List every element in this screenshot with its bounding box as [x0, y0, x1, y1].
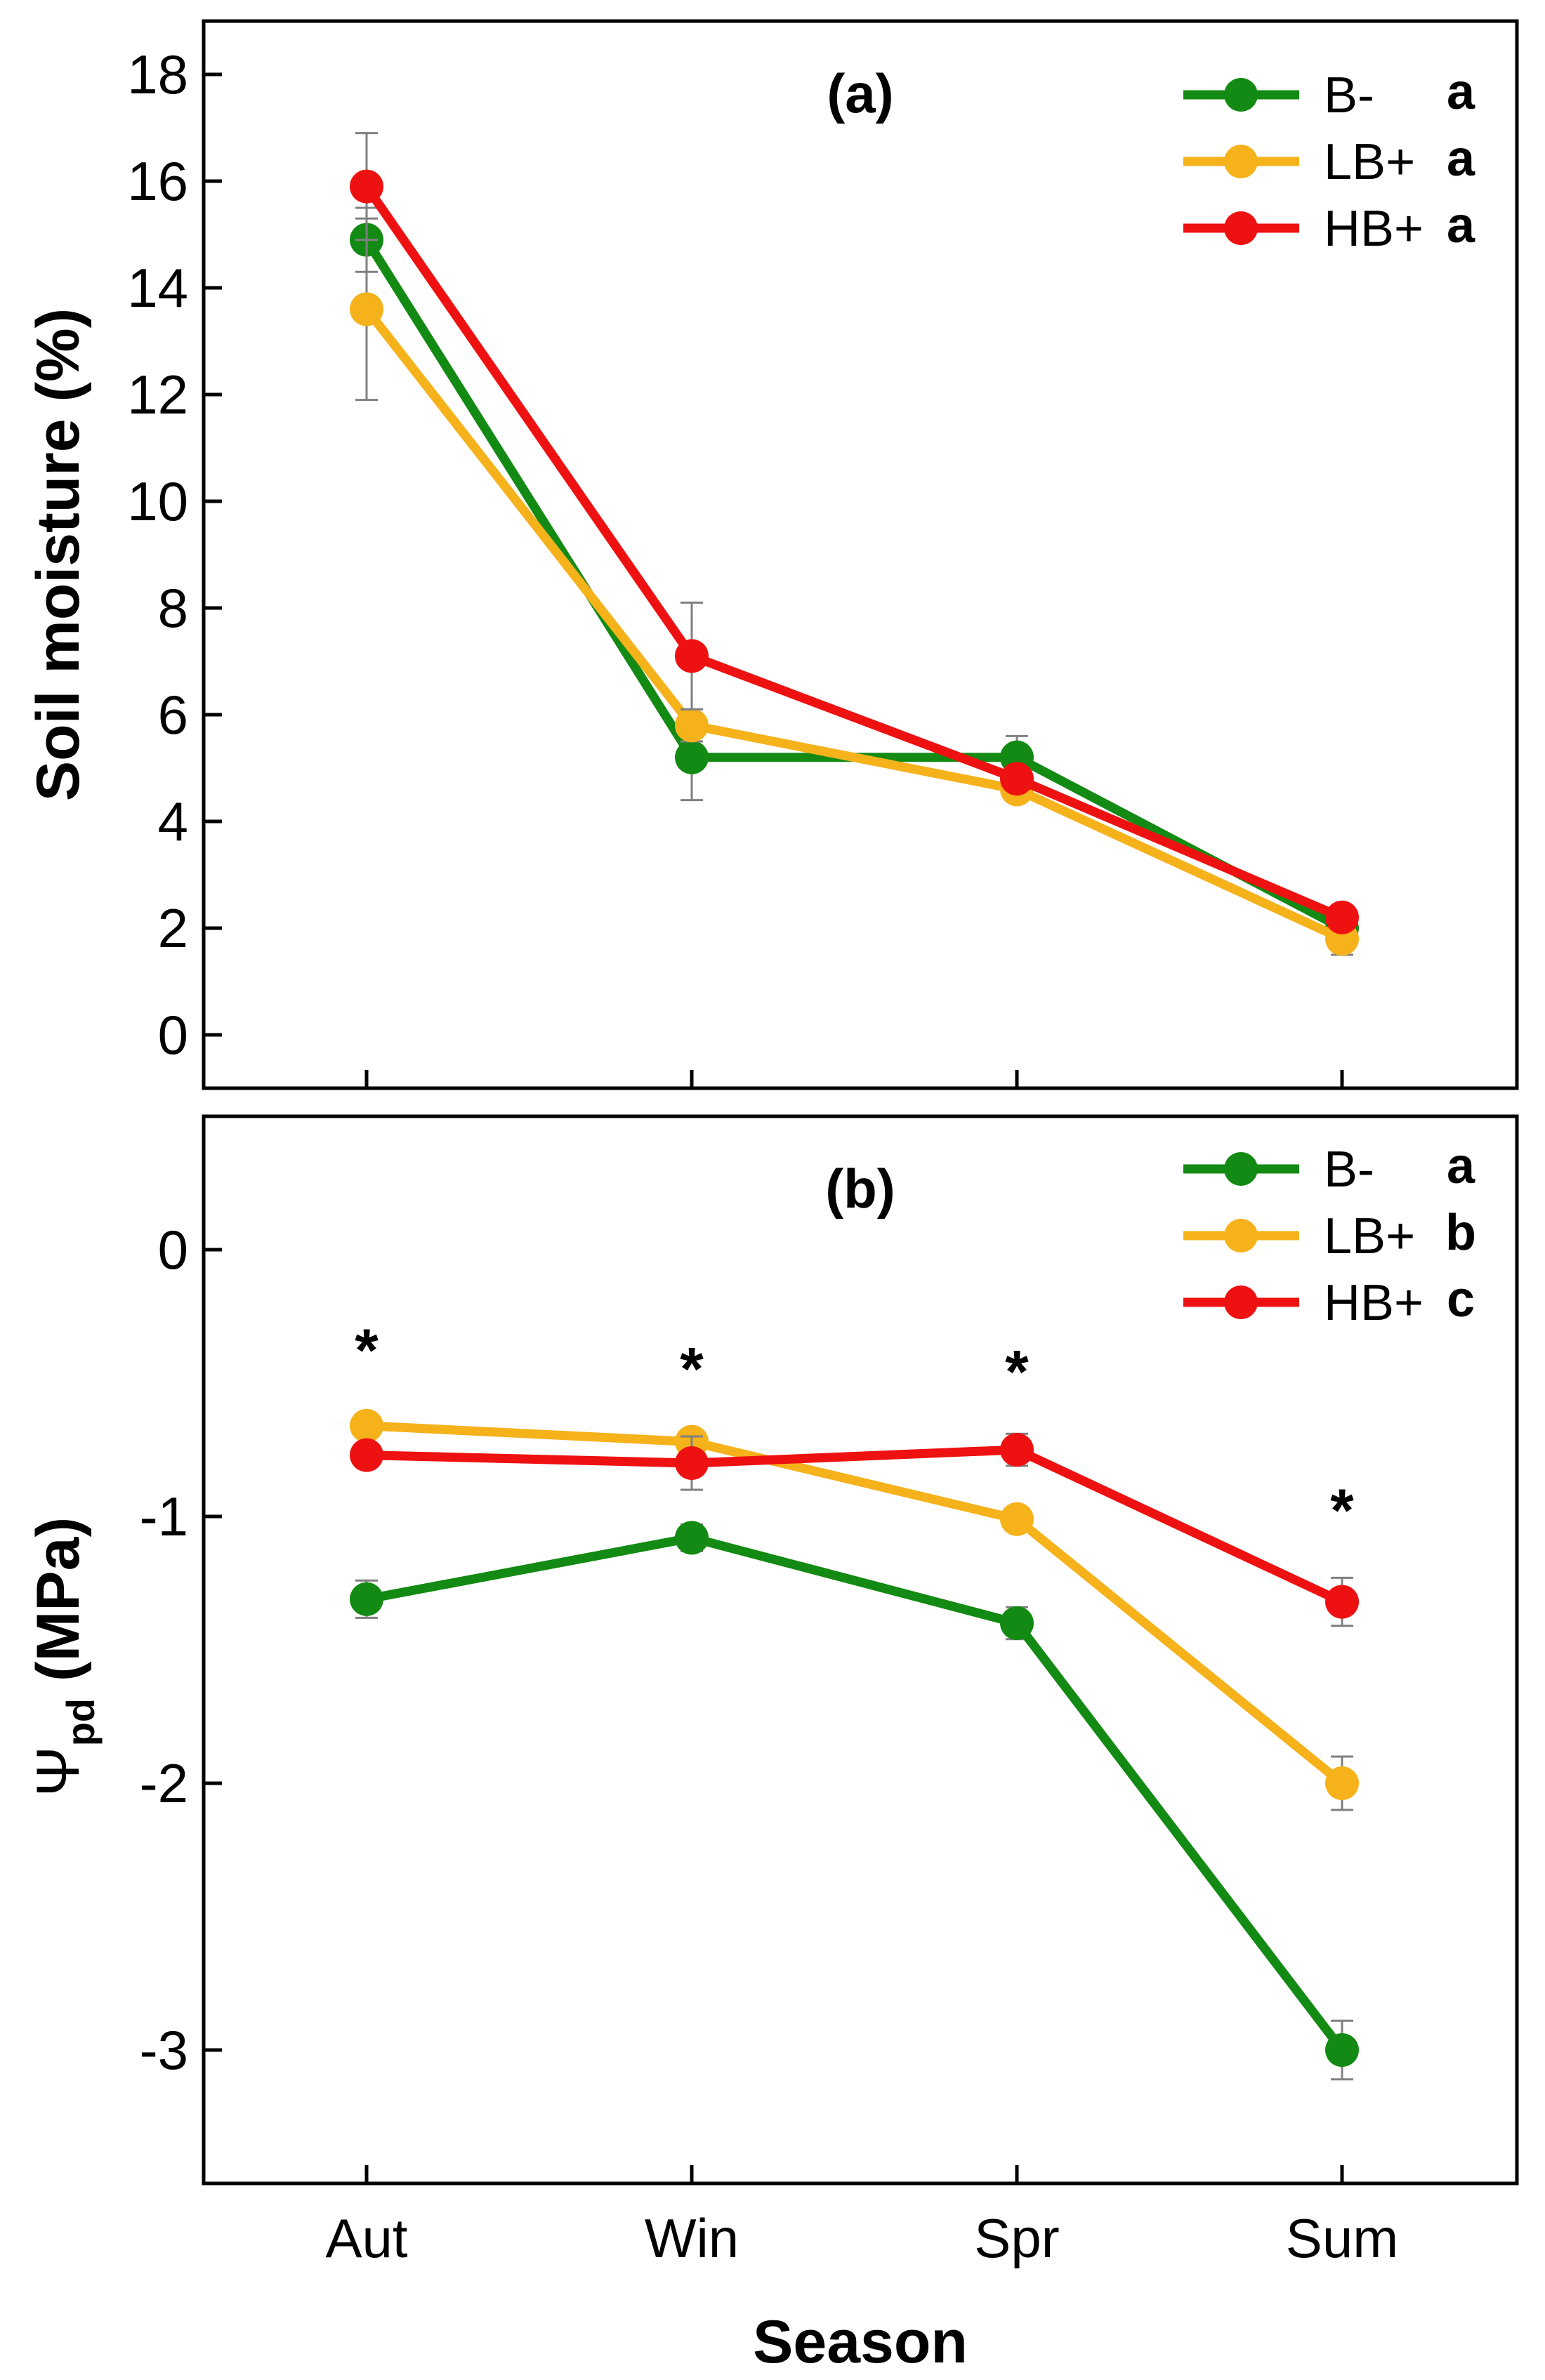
- legend-label: LB+: [1324, 1208, 1415, 1264]
- significance-star: *: [1005, 1338, 1029, 1406]
- series-lb-plus: [350, 217, 1359, 956]
- data-point: [350, 1582, 383, 1616]
- data-point: [675, 708, 709, 743]
- data-point: [1325, 1766, 1359, 1800]
- panel-b-water-potential: (b) Ψpd (MPa) 0-1-2-3 Aut Win Spr Sum * * ** …: [25, 1114, 1519, 2376]
- data-point: [1325, 900, 1359, 934]
- data-point: [350, 169, 383, 204]
- panel-a-y-axis-title: Soil moisture (%): [25, 308, 92, 801]
- series-line: [366, 1445, 1344, 1606]
- y-tick-label: 4: [158, 791, 188, 852]
- data-point: [350, 1408, 383, 1443]
- x-tick-label: Win: [645, 2207, 739, 2269]
- data-point: [1000, 1502, 1034, 1536]
- x-tick-label: Spr: [974, 2207, 1059, 2269]
- panel-b-y-axis-title: Ψpd (MPa): [25, 1517, 103, 1797]
- legend-marker: [1224, 1285, 1258, 1319]
- data-point: [1325, 2033, 1359, 2067]
- y-tick-label: -3: [140, 2019, 188, 2081]
- y-tick-label: 16: [127, 150, 188, 212]
- legend-label: LB+: [1324, 134, 1415, 190]
- data-point: [675, 639, 709, 673]
- series-b-minus: [350, 1521, 1359, 2081]
- significance-star: *: [680, 1336, 704, 1403]
- legend-significance-letter: a: [1447, 1138, 1475, 1194]
- series-hb-plus: [350, 132, 1359, 934]
- legend-significance-letter: b: [1445, 1205, 1476, 1261]
- data-point: [1000, 1433, 1034, 1467]
- significance-star: *: [355, 1317, 379, 1384]
- x-tick-label: Aut: [325, 2207, 407, 2269]
- series-line: [365, 1533, 1346, 2053]
- y-tick-label: 0: [158, 1004, 188, 1066]
- data-point: [675, 1446, 709, 1480]
- legend-label: HB+: [1324, 1275, 1424, 1331]
- y-tick-label: 0: [158, 1219, 188, 1281]
- y-tick-label: 14: [127, 257, 188, 319]
- series-lb-plus: [350, 1408, 1359, 1811]
- legend-marker: [1224, 1219, 1258, 1252]
- significance-star: *: [1330, 1477, 1354, 1545]
- panel-b-frame: [202, 1114, 1519, 2186]
- y-tick-label: -2: [140, 1752, 188, 1814]
- data-point: [1000, 762, 1034, 796]
- y-tick-label: 10: [127, 470, 188, 532]
- panel-b-label: (b): [825, 1158, 895, 1219]
- y-tick-label: 12: [127, 364, 188, 425]
- y-tick-label: 18: [127, 44, 188, 105]
- series-line: [362, 183, 1344, 922]
- legend-label: B-: [1324, 67, 1374, 124]
- series-line: [362, 306, 1344, 944]
- panel-a-soil-moisture: (a) Soil moisture (%) 0 2 4 6 8 10 12 14 16 18 B-…: [25, 19, 1519, 1090]
- legend-significance-letter: c: [1447, 1271, 1475, 1328]
- data-point: [675, 740, 709, 774]
- panel-a-frame: [202, 19, 1519, 1090]
- legend-significance-letter: a: [1447, 131, 1475, 187]
- y-axis-psi-symbol: Ψ: [25, 1746, 92, 1797]
- series-line: [362, 237, 1345, 932]
- y-tick-label: -1: [140, 1486, 188, 1547]
- y-tick-label: 6: [158, 684, 188, 746]
- series-b-minus: [350, 206, 1359, 946]
- y-axis-subscript: pd: [58, 1698, 103, 1746]
- legend-marker: [1224, 211, 1258, 245]
- y-axis-unit: (MPa): [25, 1517, 92, 1698]
- data-point: [1000, 1606, 1034, 1640]
- series-hb-plus: [350, 1432, 1359, 1627]
- data-point: [1325, 1585, 1359, 1619]
- data-point: [350, 1438, 383, 1472]
- legend-label: B-: [1324, 1142, 1374, 1198]
- series-line: [366, 1421, 1346, 1787]
- legend-marker: [1224, 1152, 1258, 1186]
- data-point: [350, 292, 383, 326]
- legend-marker: [1224, 78, 1258, 112]
- y-tick-label: 2: [158, 897, 188, 959]
- data-point: [675, 1521, 709, 1555]
- panel-a-label: (a): [827, 62, 893, 124]
- x-tick-label: Sum: [1286, 2207, 1398, 2269]
- legend-marker: [1224, 145, 1258, 178]
- legend-label: HB+: [1324, 201, 1424, 257]
- x-axis-title: Season: [753, 2308, 968, 2376]
- legend-significance-letter: a: [1447, 64, 1475, 120]
- y-tick-label: 8: [158, 577, 188, 639]
- legend-significance-letter: a: [1447, 197, 1475, 253]
